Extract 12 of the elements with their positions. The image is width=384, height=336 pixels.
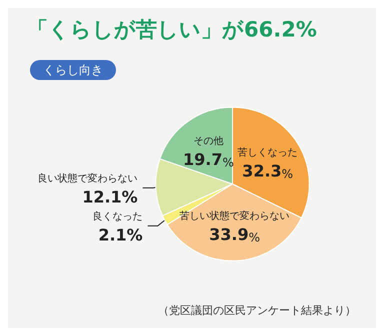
data-label: 2.1% [98, 225, 143, 244]
slice-label: 良い状態で変わらない [38, 172, 138, 184]
data-label: 32.3% [242, 162, 294, 182]
data-label: 12.1% [82, 187, 138, 206]
slice-label: 苦しくなった [238, 146, 298, 159]
chart-title: 「くらしが苦しい」が66.2% [27, 18, 317, 42]
slice-label: その他 [193, 134, 224, 147]
chart-subtitle: くらし向き [43, 63, 103, 77]
slice-label: 苦しい状態で変わらない [180, 210, 290, 222]
data-label: 33.9% [209, 224, 260, 244]
text: （党区議団の区民アンケート結果より） [158, 304, 356, 317]
slice-label: 良くなった [92, 210, 143, 222]
